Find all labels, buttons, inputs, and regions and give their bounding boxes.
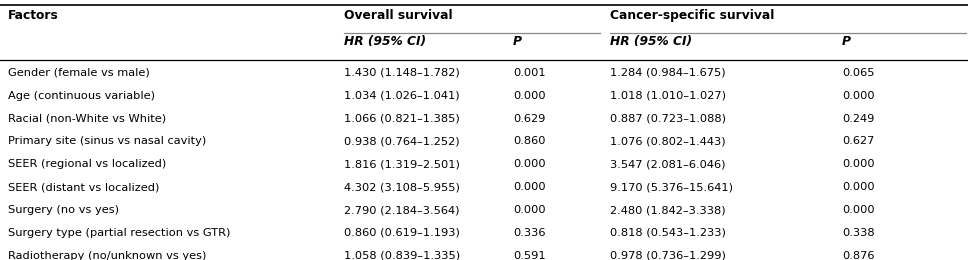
Text: 0.000: 0.000 [842,159,875,169]
Text: 0.627: 0.627 [842,136,874,146]
Text: Primary site (sinus vs nasal cavity): Primary site (sinus vs nasal cavity) [8,136,206,146]
Text: HR (95% CI): HR (95% CI) [610,35,692,48]
Text: 0.000: 0.000 [842,182,875,192]
Text: 0.818 (0.543–1.233): 0.818 (0.543–1.233) [610,228,726,238]
Text: 1.018 (1.010–1.027): 1.018 (1.010–1.027) [610,91,726,101]
Text: 0.000: 0.000 [513,91,546,101]
Text: 3.547 (2.081–6.046): 3.547 (2.081–6.046) [610,159,725,169]
Text: 0.591: 0.591 [513,251,546,260]
Text: 0.336: 0.336 [513,228,546,238]
Text: 0.000: 0.000 [842,91,875,101]
Text: 1.284 (0.984–1.675): 1.284 (0.984–1.675) [610,68,725,78]
Text: SEER (distant vs localized): SEER (distant vs localized) [8,182,159,192]
Text: 0.001: 0.001 [513,68,546,78]
Text: 0.860: 0.860 [513,136,546,146]
Text: Overall survival: Overall survival [344,9,452,22]
Text: 0.000: 0.000 [842,205,875,215]
Text: 0.000: 0.000 [513,205,546,215]
Text: P: P [842,35,851,48]
Text: 0.249: 0.249 [842,114,874,124]
Text: SEER (regional vs localized): SEER (regional vs localized) [8,159,166,169]
Text: 0.065: 0.065 [842,68,875,78]
Text: Cancer-specific survival: Cancer-specific survival [610,9,774,22]
Text: 0.860 (0.619–1.193): 0.860 (0.619–1.193) [344,228,460,238]
Text: P: P [513,35,522,48]
Text: 0.000: 0.000 [513,182,546,192]
Text: 0.876: 0.876 [842,251,875,260]
Text: 2.480 (1.842–3.338): 2.480 (1.842–3.338) [610,205,725,215]
Text: 1.034 (1.026–1.041): 1.034 (1.026–1.041) [344,91,459,101]
Text: 0.338: 0.338 [842,228,875,238]
Text: Racial (non-White vs White): Racial (non-White vs White) [8,114,166,124]
Text: Factors: Factors [8,9,58,22]
Text: 1.058 (0.839–1.335): 1.058 (0.839–1.335) [344,251,460,260]
Text: 4.302 (3.108–5.955): 4.302 (3.108–5.955) [344,182,460,192]
Text: 1.816 (1.319–2.501): 1.816 (1.319–2.501) [344,159,460,169]
Text: 0.887 (0.723–1.088): 0.887 (0.723–1.088) [610,114,726,124]
Text: 0.629: 0.629 [513,114,545,124]
Text: Surgery (no vs yes): Surgery (no vs yes) [8,205,119,215]
Text: 0.938 (0.764–1.252): 0.938 (0.764–1.252) [344,136,459,146]
Text: 1.430 (1.148–1.782): 1.430 (1.148–1.782) [344,68,460,78]
Text: Radiotherapy (no/unknown vs yes): Radiotherapy (no/unknown vs yes) [8,251,206,260]
Text: 0.000: 0.000 [513,159,546,169]
Text: 2.790 (2.184–3.564): 2.790 (2.184–3.564) [344,205,459,215]
Text: HR (95% CI): HR (95% CI) [344,35,426,48]
Text: 1.066 (0.821–1.385): 1.066 (0.821–1.385) [344,114,460,124]
Text: 0.978 (0.736–1.299): 0.978 (0.736–1.299) [610,251,726,260]
Text: Surgery type (partial resection vs GTR): Surgery type (partial resection vs GTR) [8,228,230,238]
Text: Age (continuous variable): Age (continuous variable) [8,91,155,101]
Text: 9.170 (5.376–15.641): 9.170 (5.376–15.641) [610,182,733,192]
Text: Gender (female vs male): Gender (female vs male) [8,68,149,78]
Text: 1.076 (0.802–1.443): 1.076 (0.802–1.443) [610,136,725,146]
